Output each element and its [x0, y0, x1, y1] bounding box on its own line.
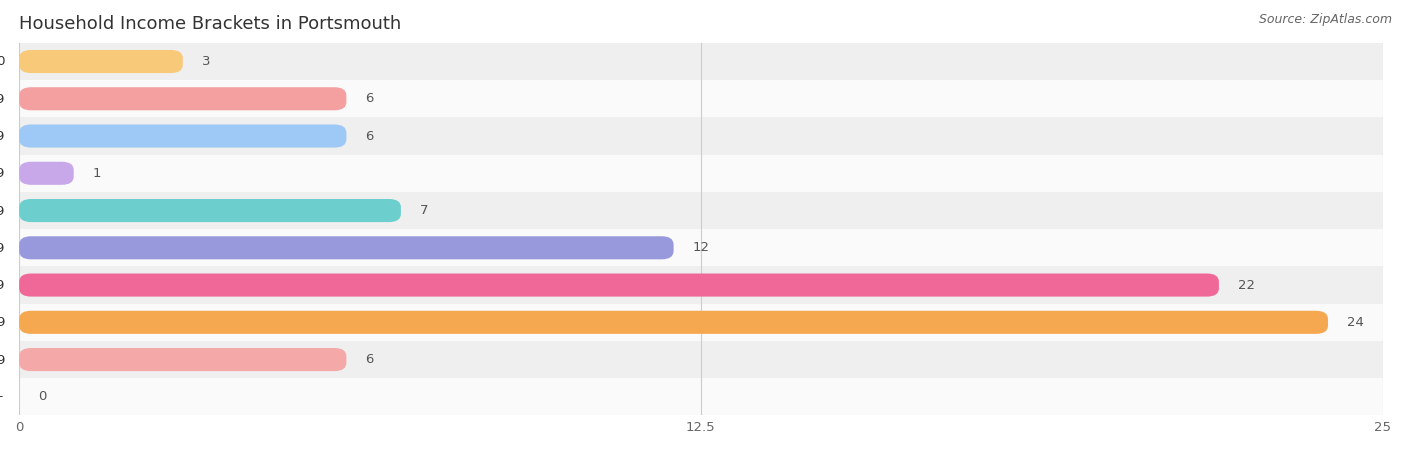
Text: 6: 6	[366, 129, 374, 142]
Bar	[0, 80, 1406, 117]
Text: 7: 7	[420, 204, 429, 217]
Text: 1: 1	[93, 167, 101, 180]
Bar	[0, 304, 1406, 341]
FancyBboxPatch shape	[20, 50, 183, 73]
FancyBboxPatch shape	[20, 236, 673, 260]
Bar	[0, 341, 1406, 378]
Text: $50,000 to $74,999: $50,000 to $74,999	[0, 241, 6, 255]
Text: $75,000 to $99,999: $75,000 to $99,999	[0, 278, 6, 292]
Text: $200,000+: $200,000+	[0, 390, 6, 403]
Text: $15,000 to $24,999: $15,000 to $24,999	[0, 129, 6, 143]
FancyBboxPatch shape	[20, 273, 1219, 297]
Text: Less than $10,000: Less than $10,000	[0, 55, 6, 68]
Text: $150,000 to $199,999: $150,000 to $199,999	[0, 352, 6, 366]
FancyBboxPatch shape	[20, 348, 346, 371]
Text: Source: ZipAtlas.com: Source: ZipAtlas.com	[1258, 13, 1392, 26]
Text: $100,000 to $149,999: $100,000 to $149,999	[0, 315, 6, 329]
Bar	[0, 117, 1406, 154]
Text: Household Income Brackets in Portsmouth: Household Income Brackets in Portsmouth	[20, 15, 402, 33]
Text: 0: 0	[38, 390, 46, 403]
Text: 6: 6	[366, 92, 374, 105]
FancyBboxPatch shape	[20, 311, 1329, 334]
Text: 24: 24	[1347, 316, 1364, 329]
Text: $10,000 to $14,999: $10,000 to $14,999	[0, 92, 6, 106]
Text: 6: 6	[366, 353, 374, 366]
FancyBboxPatch shape	[20, 124, 346, 148]
Bar	[0, 192, 1406, 229]
FancyBboxPatch shape	[20, 199, 401, 222]
Bar	[0, 378, 1406, 415]
Text: 3: 3	[202, 55, 211, 68]
Bar	[0, 154, 1406, 192]
Text: $25,000 to $34,999: $25,000 to $34,999	[0, 166, 6, 180]
Text: 12: 12	[693, 241, 710, 254]
Text: 22: 22	[1239, 278, 1256, 291]
Bar	[0, 43, 1406, 80]
Text: $35,000 to $49,999: $35,000 to $49,999	[0, 203, 6, 217]
FancyBboxPatch shape	[20, 162, 73, 185]
FancyBboxPatch shape	[20, 87, 346, 110]
Bar	[0, 266, 1406, 304]
Bar	[0, 229, 1406, 266]
